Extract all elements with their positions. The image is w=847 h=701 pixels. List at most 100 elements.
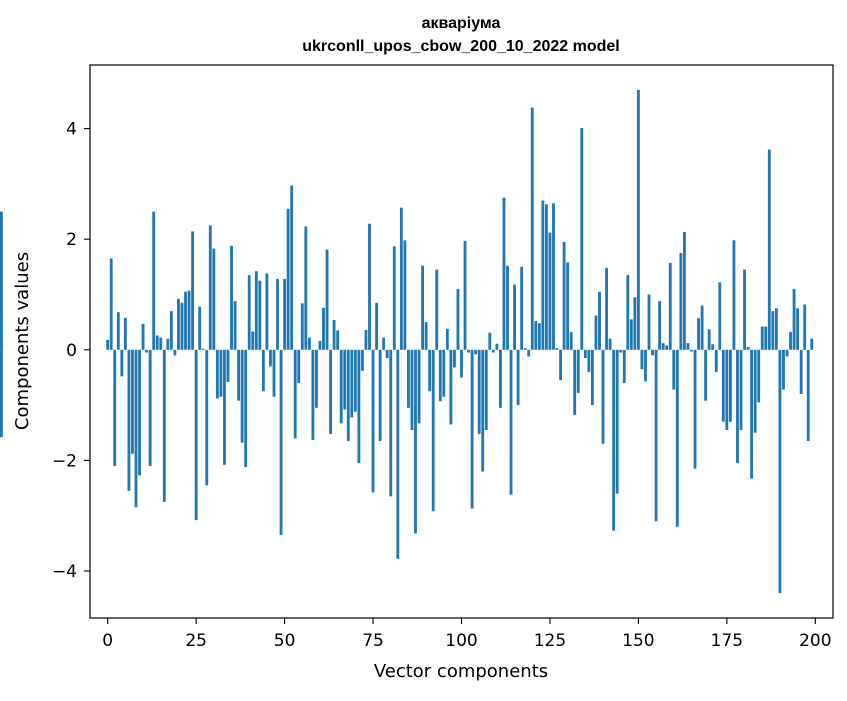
bar-3 bbox=[116, 312, 120, 350]
bar-undefined bbox=[0, 349, 3, 438]
bar-102 bbox=[467, 349, 470, 353]
bar-151 bbox=[640, 349, 644, 370]
bar-163 bbox=[682, 232, 686, 350]
bar-58 bbox=[311, 349, 315, 440]
bar-150 bbox=[636, 89, 640, 350]
x-tick-label: 75 bbox=[362, 631, 384, 651]
bar-197 bbox=[803, 304, 807, 350]
bar-188 bbox=[771, 311, 775, 350]
bar-24 bbox=[191, 231, 195, 350]
bar-110 bbox=[495, 343, 499, 350]
bar-64 bbox=[332, 319, 336, 350]
bar-148 bbox=[629, 319, 633, 350]
bar-97 bbox=[449, 349, 453, 425]
bar-49 bbox=[279, 349, 283, 536]
bar-47 bbox=[272, 349, 276, 397]
bar-196 bbox=[799, 349, 803, 395]
bar-192 bbox=[785, 349, 789, 357]
x-tick-label: 0 bbox=[102, 631, 113, 651]
bar-155 bbox=[654, 349, 658, 522]
bar-184 bbox=[757, 349, 761, 403]
bar-undefined bbox=[0, 211, 3, 350]
bar-170 bbox=[707, 329, 711, 350]
bar-186 bbox=[764, 326, 768, 350]
bar-42 bbox=[254, 271, 258, 350]
bar-52 bbox=[290, 185, 294, 350]
bar-20 bbox=[177, 298, 180, 350]
bar-126 bbox=[552, 203, 555, 350]
bar-43 bbox=[258, 280, 262, 350]
bar-31 bbox=[215, 349, 219, 399]
bar-90 bbox=[424, 322, 428, 350]
bar-152 bbox=[644, 349, 647, 382]
bar-168 bbox=[700, 305, 704, 350]
bar-120 bbox=[530, 107, 534, 350]
bar-153 bbox=[647, 294, 651, 350]
bar-88 bbox=[417, 349, 421, 424]
bar-9 bbox=[138, 349, 141, 476]
bar-35 bbox=[230, 245, 233, 350]
bar-162 bbox=[679, 253, 683, 350]
bar-2 bbox=[113, 349, 117, 466]
bar-78 bbox=[382, 337, 386, 350]
bar-190 bbox=[778, 349, 782, 594]
bar-154 bbox=[651, 349, 654, 356]
bar-63 bbox=[329, 349, 333, 434]
bar-189 bbox=[774, 308, 778, 350]
bar-109 bbox=[491, 349, 495, 353]
bar-74 bbox=[368, 223, 371, 350]
bar-59 bbox=[315, 349, 318, 408]
bar-122 bbox=[537, 323, 541, 350]
bar-146 bbox=[622, 349, 626, 383]
bar-80 bbox=[389, 349, 393, 497]
bar-95 bbox=[442, 349, 446, 397]
bar-175 bbox=[725, 349, 729, 430]
bar-34 bbox=[226, 349, 230, 382]
bar-193 bbox=[789, 332, 792, 350]
bar-180 bbox=[743, 269, 746, 350]
bar-84 bbox=[403, 240, 407, 350]
bar-147 bbox=[626, 275, 630, 350]
bar-41 bbox=[251, 331, 255, 350]
bar-145 bbox=[619, 349, 623, 353]
bar-174 bbox=[721, 349, 725, 422]
bar-136 bbox=[587, 349, 591, 372]
bar-13 bbox=[152, 211, 156, 350]
bar-176 bbox=[728, 349, 732, 422]
bar-121 bbox=[534, 321, 538, 350]
bar-53 bbox=[293, 349, 297, 439]
x-tick-label: 100 bbox=[445, 631, 477, 651]
bar-29 bbox=[208, 225, 212, 350]
bar-60 bbox=[318, 340, 322, 350]
bar-118 bbox=[523, 348, 527, 350]
y-tick-label: 4 bbox=[66, 120, 77, 140]
bar-111 bbox=[499, 349, 502, 408]
bar-28 bbox=[205, 349, 209, 486]
bar-164 bbox=[686, 343, 690, 350]
bar-76 bbox=[375, 302, 378, 350]
bar-142 bbox=[608, 338, 612, 350]
bar-149 bbox=[633, 297, 637, 350]
bar-30 bbox=[212, 248, 216, 350]
bar-1 bbox=[109, 258, 113, 350]
bar-45 bbox=[265, 273, 269, 350]
bar-182 bbox=[750, 349, 754, 479]
bar-167 bbox=[697, 318, 700, 350]
bar-series bbox=[0, 89, 814, 594]
bar-101 bbox=[463, 240, 467, 350]
bar-140 bbox=[601, 349, 605, 444]
bar-132 bbox=[573, 349, 577, 416]
bar-160 bbox=[672, 349, 676, 390]
bar-159 bbox=[668, 262, 672, 350]
bar-112 bbox=[502, 197, 506, 350]
bar-50 bbox=[283, 279, 287, 350]
bar-16 bbox=[162, 349, 166, 502]
bar-33 bbox=[223, 349, 226, 465]
bar-123 bbox=[541, 200, 545, 350]
bar-73 bbox=[364, 329, 368, 350]
bar-8 bbox=[134, 349, 138, 508]
x-tick-label: 25 bbox=[185, 631, 207, 651]
bar-195 bbox=[796, 308, 800, 350]
bar-144 bbox=[615, 349, 619, 494]
